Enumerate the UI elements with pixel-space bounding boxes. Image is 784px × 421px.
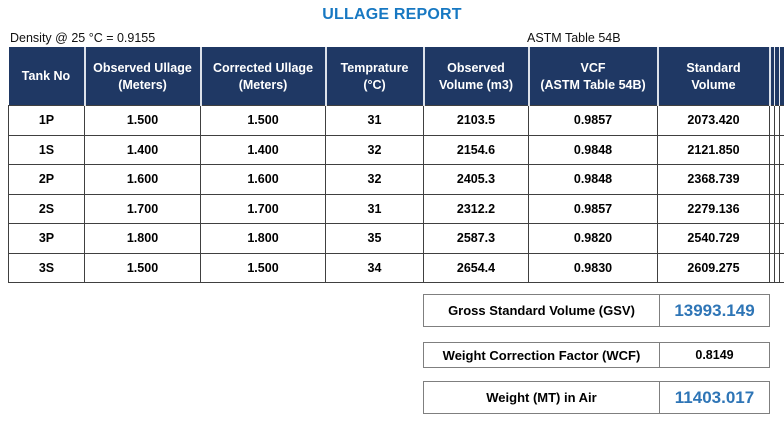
table-row: 2S 1.700 1.700 31 2312.2 0.9857 2279.136 [8, 193, 784, 224]
cell-temperature: 32 [325, 134, 424, 165]
cell-temperature: 34 [325, 252, 424, 283]
cell-corrected-ullage: 1.600 [200, 164, 326, 195]
cell-tank-no: 1S [8, 134, 85, 165]
cell-standard-volume: 2073.420 [657, 105, 770, 136]
cell-standard-volume: 2279.136 [657, 193, 770, 224]
cell-observed-ullage: 1.600 [84, 164, 201, 195]
ullage-table: Tank No Observed Ullage (Meters) Correcte… [8, 47, 784, 283]
edge-stripe-cell [779, 193, 784, 224]
cell-observed-ullage: 1.400 [84, 134, 201, 165]
cell-vcf: 0.9848 [528, 134, 658, 165]
column-header-tank-no: Tank No [8, 47, 86, 106]
summary-value-weight: 11403.017 [674, 387, 755, 407]
cell-tank-no: 3S [8, 252, 85, 283]
summary-row-weight: Weight (MT) in Air 11403.017 [423, 381, 770, 414]
cell-corrected-ullage: 1.800 [200, 223, 326, 254]
cell-corrected-ullage: 1.400 [200, 134, 326, 165]
astm-table-label: ASTM Table 54B [527, 31, 621, 45]
edge-stripe-cell [779, 134, 784, 165]
cell-observed-volume: 2312.2 [423, 193, 529, 224]
summary-value-gsv: 13993.149 [674, 300, 755, 320]
cell-observed-volume: 2587.3 [423, 223, 529, 254]
column-header-corrected-ullage: Corrected Ullage (Meters) [200, 47, 327, 106]
header-row: Tank No Observed Ullage (Meters) Correcte… [8, 47, 784, 106]
cell-temperature: 35 [325, 223, 424, 254]
cell-observed-ullage: 1.500 [84, 105, 201, 136]
summary-label-weight: Weight (MT) in Air [424, 382, 660, 413]
cell-standard-volume: 2609.275 [657, 252, 770, 283]
cell-corrected-ullage: 1.500 [200, 105, 326, 136]
table-row: 1P 1.500 1.500 31 2103.5 0.9857 2073.420 [8, 105, 784, 136]
column-header-temperature: Temprature (°C) [325, 47, 425, 106]
cell-standard-volume: 2121.850 [657, 134, 770, 165]
edge-stripe-cell [779, 252, 784, 283]
cell-observed-volume: 2405.3 [423, 164, 529, 195]
cell-vcf: 0.9848 [528, 164, 658, 195]
cell-observed-volume: 2154.6 [423, 134, 529, 165]
cell-corrected-ullage: 1.700 [200, 193, 326, 224]
table-row: 3S 1.500 1.500 34 2654.4 0.9830 2609.275 [8, 252, 784, 283]
table-row: 2P 1.600 1.600 32 2405.3 0.9848 2368.739 [8, 164, 784, 195]
edge-stripe-cell [779, 223, 784, 254]
summary-label-wcf: Weight Correction Factor (WCF) [424, 343, 660, 367]
cell-vcf: 0.9830 [528, 252, 658, 283]
cell-observed-ullage: 1.500 [84, 252, 201, 283]
table-row: 3P 1.800 1.800 35 2587.3 0.9820 2540.729 [8, 223, 784, 254]
density-label: Density @ 25 °C = 0.9155 [10, 31, 156, 45]
summary-row-wcf: Weight Correction Factor (WCF) 0.8149 [423, 342, 770, 368]
cell-tank-no: 1P [8, 105, 85, 136]
cell-vcf: 0.9820 [528, 223, 658, 254]
cell-tank-no: 2P [8, 164, 85, 195]
edge-stripe-cell [779, 164, 784, 195]
cell-observed-volume: 2103.5 [423, 105, 529, 136]
cell-standard-volume: 2540.729 [657, 223, 770, 254]
cell-vcf: 0.9857 [528, 105, 658, 136]
cell-observed-ullage: 1.700 [84, 193, 201, 224]
summary-label-gsv: Gross Standard Volume (GSV) [424, 295, 660, 326]
cell-observed-ullage: 1.800 [84, 223, 201, 254]
table-row: 1S 1.400 1.400 32 2154.6 0.9848 2121.850 [8, 134, 784, 165]
summary-value-wcf: 0.8149 [695, 348, 734, 362]
cell-temperature: 31 [325, 105, 424, 136]
cell-temperature: 32 [325, 164, 424, 195]
column-header-observed-volume: Observed Volume (m3) [423, 47, 530, 106]
edge-stripe-column [774, 47, 780, 106]
column-header-standard-volume: Standard Volume [657, 47, 771, 106]
cell-tank-no: 2S [8, 193, 85, 224]
page-title: ULLAGE REPORT [322, 6, 462, 23]
cell-tank-no: 3P [8, 223, 85, 254]
cell-vcf: 0.9857 [528, 193, 658, 224]
column-header-vcf: VCF (ASTM Table 54B) [528, 47, 659, 106]
summary-row-gsv: Gross Standard Volume (GSV) 13993.149 [423, 294, 770, 327]
cell-temperature: 31 [325, 193, 424, 224]
edge-stripe-column [769, 47, 775, 106]
column-header-observed-ullage: Observed Ullage (Meters) [84, 47, 202, 106]
cell-standard-volume: 2368.739 [657, 164, 770, 195]
cell-observed-volume: 2654.4 [423, 252, 529, 283]
cell-corrected-ullage: 1.500 [200, 252, 326, 283]
edge-stripe-column [779, 47, 784, 106]
edge-stripe-cell [779, 105, 784, 136]
